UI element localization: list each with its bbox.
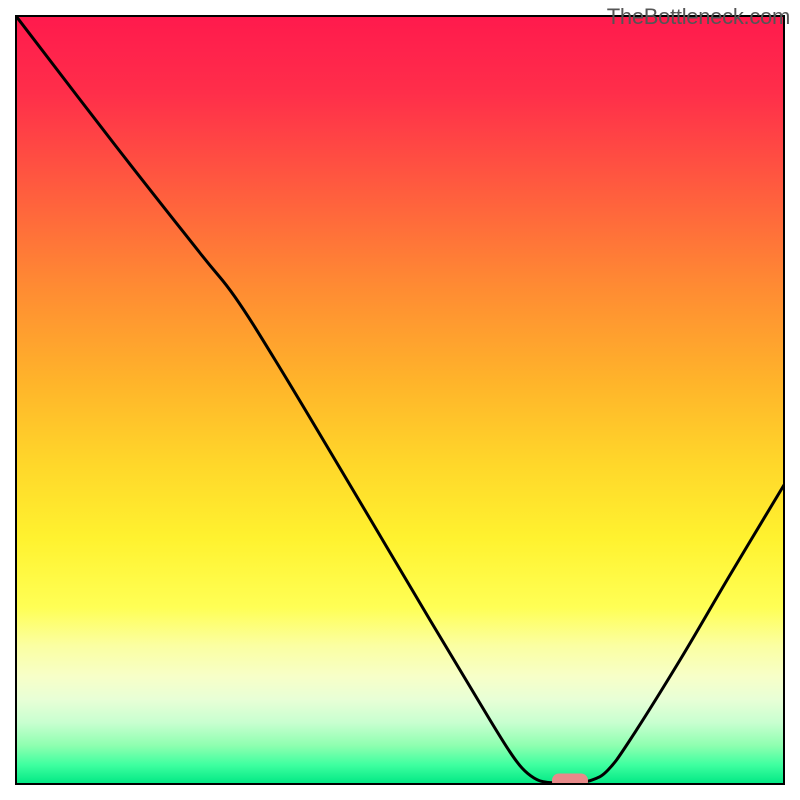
chart-svg: [0, 0, 800, 800]
chart-container: TheBottleneck.com: [0, 0, 800, 800]
optimum-marker: [552, 774, 588, 789]
plot-background: [16, 16, 784, 784]
watermark-text: TheBottleneck.com: [607, 4, 790, 30]
